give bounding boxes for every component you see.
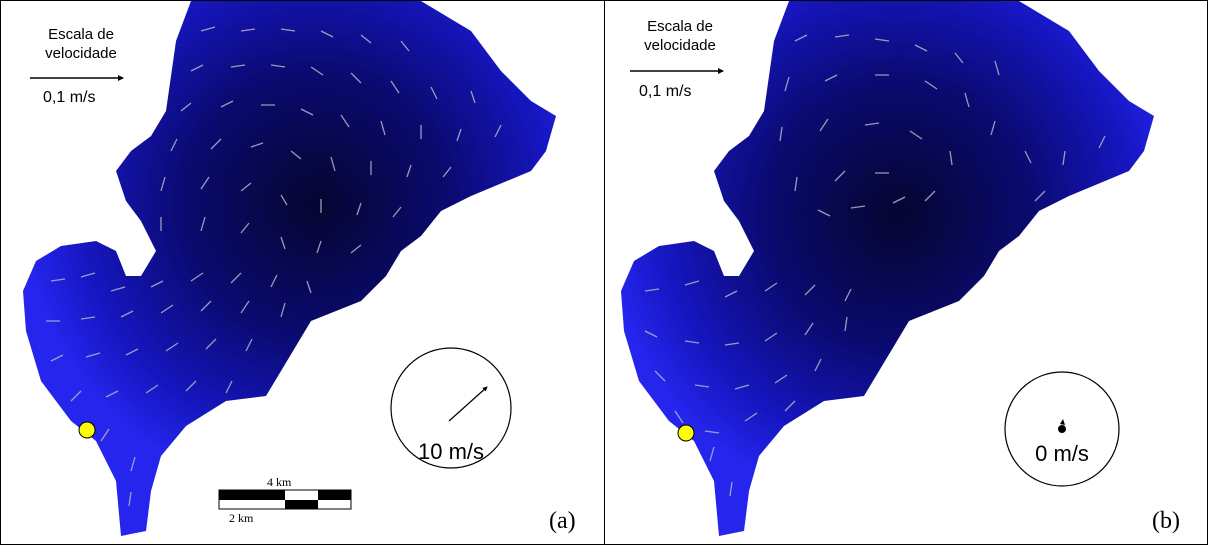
velocity-scale-title-line2: velocidade (45, 45, 117, 62)
velocity-scale-title-line1: Escala de (48, 26, 114, 43)
lake-map-a (23, 1, 556, 536)
lake-water-b (621, 1, 1154, 536)
station-marker-icon (78, 421, 96, 439)
station-marker-icon (677, 424, 695, 442)
wind-speed-label: 10 m/s (417, 439, 485, 464)
panel-label: (b) (1152, 508, 1180, 534)
wind-circle-icon (1004, 371, 1120, 487)
map-panel-b: Escala de velocidade 0,1 m/s 0 m/s (b) (604, 0, 1208, 545)
wind-speed-label: 0 m/s (1035, 441, 1089, 466)
current-vector-field-b (644, 34, 1106, 497)
lake-map-b (621, 1, 1154, 536)
distance-scalebar (218, 489, 352, 510)
wind-circle-icon (390, 347, 512, 469)
velocity-scale-title: Escala de velocidade (31, 25, 131, 63)
scalebar-bottom-label: 2 km (229, 511, 254, 525)
velocity-scale-title-line2: velocidade (644, 37, 716, 54)
velocity-scale-title: Escala de velocidade (630, 17, 730, 55)
velocity-scale-value: 0,1 m/s (639, 83, 692, 100)
velocity-scale-value: 0,1 m/s (43, 89, 96, 106)
panel-label: (a) (549, 508, 576, 534)
velocity-scale-title-line1: Escala de (647, 18, 713, 35)
map-panel-a: Escala de velocidade 0,1 m/s 10 m/s 4 km… (0, 0, 605, 545)
lake-water-a (23, 1, 556, 536)
current-vector-field-a (46, 26, 502, 507)
scalebar-top-label: 4 km (267, 475, 292, 489)
